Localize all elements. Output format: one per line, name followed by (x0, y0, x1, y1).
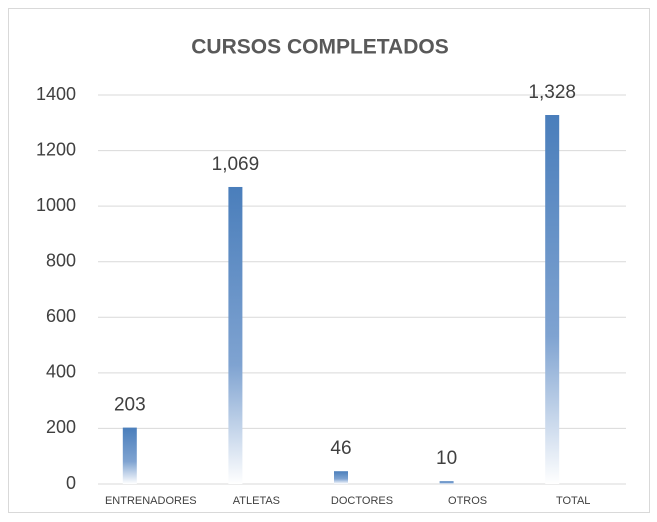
x-tick-label: ATLETAS (233, 495, 280, 507)
bar (228, 186, 243, 485)
bar (334, 471, 348, 484)
value-label: 10 (436, 448, 457, 469)
x-tick-label: DOCTORES (331, 495, 393, 507)
y-tick-label: 200 (46, 417, 76, 437)
y-tick-label: 0 (66, 473, 76, 493)
y-tick-label: 1200 (36, 139, 76, 159)
y-tick-label: 1400 (36, 84, 76, 104)
bar (545, 115, 560, 485)
x-tick-label: ENTRENADORES (105, 495, 197, 507)
y-tick-label: 600 (46, 306, 76, 326)
y-tick-label: 1000 (36, 195, 76, 215)
x-tick-label: OTROS (448, 495, 487, 507)
value-label: 1,069 (212, 154, 260, 175)
x-tick-label: TOTAL (556, 495, 590, 507)
value-label: 1,328 (528, 82, 576, 103)
bar (122, 427, 137, 484)
value-label: 46 (330, 438, 351, 459)
value-label: 203 (114, 395, 146, 416)
chart-title: CURSOS COMPLETADOS (191, 36, 448, 59)
bar (439, 481, 454, 484)
y-tick-label: 800 (46, 250, 76, 270)
y-tick-label: 400 (46, 362, 76, 382)
